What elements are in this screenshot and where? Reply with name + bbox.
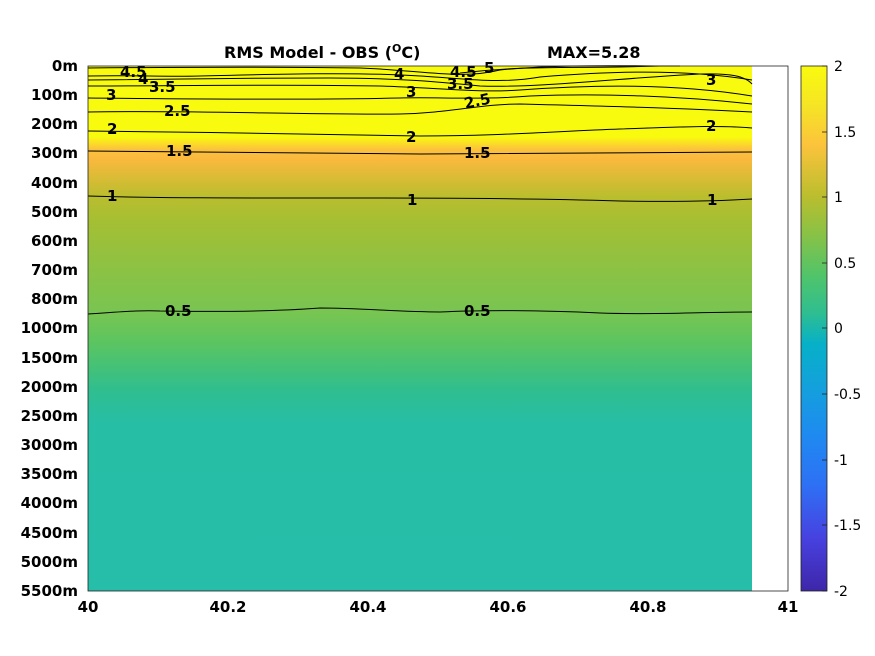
- colorbar: 2 1.5 1 0.5 0 -0.5 -1 -1.5 -2: [800, 59, 861, 600]
- contour-label-0-5-left: 0.5: [165, 302, 192, 320]
- contour-label-2-5-right: 2.5: [462, 90, 492, 113]
- contour-label-3-far-right: 3: [706, 71, 716, 89]
- contour-labels: 4.5 4 3.5 3 2.5 2 1.5 1 0.5 4 3 2 1 4.5 …: [106, 59, 717, 320]
- contour-line-4: [87, 73, 753, 87]
- plot-frame: [87, 65, 789, 592]
- contour-line-1: [87, 195, 753, 202]
- y-tick-label: 100m: [31, 86, 78, 104]
- contour-line-2-5: [87, 103, 753, 115]
- contour-label-3-5-right: 3.5: [447, 75, 474, 93]
- max-label: MAX=5.28: [547, 43, 641, 62]
- contour-line-5: [459, 65, 661, 74]
- contour-label-2-5-left: 2.5: [164, 102, 191, 120]
- colorbar-fill: [800, 65, 828, 592]
- contour-line-1-5: [87, 150, 753, 155]
- contour-label-3-mid: 3: [406, 83, 416, 101]
- y-tick-label: 300m: [31, 144, 78, 162]
- contour-line-3-5: [87, 84, 753, 97]
- plot-area: 4.5 4 3.5 3 2.5 2 1.5 1 0.5 4 3 2 1 4.5 …: [87, 59, 789, 592]
- colorbar-ticks: [822, 65, 827, 592]
- y-tick-label: 0m: [52, 57, 78, 75]
- y-tick-label: 3000m: [21, 436, 78, 454]
- y-tick-label: 1000m: [21, 319, 78, 337]
- colorbar-tick-label: 0: [834, 321, 843, 337]
- contour-label-5-right: 5: [484, 59, 494, 77]
- contour-label-1-mid: 1: [407, 191, 417, 209]
- colorbar-tick-label: 0.5: [834, 256, 856, 272]
- contour-label-1-5-left: 1.5: [166, 142, 193, 160]
- x-tick-label: 40.2: [209, 598, 246, 616]
- y-tick-label: 200m: [31, 115, 78, 133]
- contour-label-2-mid: 2: [406, 128, 416, 146]
- y-tick-label: 700m: [31, 261, 78, 279]
- y-tick-label: 4000m: [21, 494, 78, 512]
- y-tick-label: 2500m: [21, 407, 78, 425]
- x-tick-label: 40.6: [489, 598, 526, 616]
- colorbar-tick-label: 1.5: [834, 125, 856, 141]
- y-tick-label: 1500m: [21, 349, 78, 367]
- contour-label-1-far-right: 1: [707, 191, 717, 209]
- y-tick-label: 800m: [31, 290, 78, 308]
- contour-line-2: [87, 125, 753, 137]
- y-tick-label: 3500m: [21, 465, 78, 483]
- colorbar-tick-label: -2: [834, 584, 848, 600]
- x-axis: 40 40.2 40.4 40.6 40.8 41: [78, 598, 799, 616]
- contour-label-4-mid: 4: [394, 65, 404, 83]
- y-axis: 0m 100m 200m 300m 400m 500m 600m 700m 80…: [21, 57, 78, 600]
- y-tick-label: 2000m: [21, 378, 78, 396]
- contour-line-4-5-b: [87, 71, 753, 82]
- y-tick-label: 4500m: [21, 524, 78, 542]
- contour-line-3: [87, 94, 753, 105]
- contour-lines: [87, 65, 753, 315]
- contour-label-1-5-right: 1.5: [464, 144, 491, 162]
- colorbar-tick-label: 2: [834, 59, 843, 75]
- contour-label-1-left: 1: [107, 187, 117, 205]
- y-tick-label: 500m: [31, 203, 78, 221]
- x-tick-label: 40.8: [629, 598, 666, 616]
- x-tick-label: 41: [778, 598, 799, 616]
- contour-label-0-5-right: 0.5: [464, 302, 491, 320]
- colorbar-tick-label: -1: [834, 453, 848, 469]
- contour-label-4-5-right: 4.5: [450, 63, 477, 81]
- contour-label-3-left: 3: [106, 86, 116, 104]
- contour-line-0-5: [87, 307, 753, 315]
- contour-label-2-far-right: 2: [706, 117, 716, 135]
- contour-label-4-left: 4: [138, 70, 148, 88]
- y-tick-label: 5000m: [21, 553, 78, 571]
- y-tick-label: 600m: [31, 232, 78, 250]
- contour-label-4-5-left: 4.5: [120, 63, 147, 81]
- contour-label-2-left: 2: [107, 120, 117, 138]
- contour-label-3-5-left: 3.5: [149, 78, 176, 96]
- y-tick-label: 400m: [31, 174, 78, 192]
- y-tick-label: 5500m: [21, 582, 78, 600]
- colorbar-tick-label: -0.5: [834, 387, 861, 403]
- x-tick-label: 40: [78, 598, 99, 616]
- x-tick-label: 40.4: [349, 598, 386, 616]
- chart-title: RMS Model - OBS (OC): [224, 42, 420, 62]
- colorbar-tick-label: 1: [834, 190, 843, 206]
- colorbar-tick-label: -1.5: [834, 518, 861, 534]
